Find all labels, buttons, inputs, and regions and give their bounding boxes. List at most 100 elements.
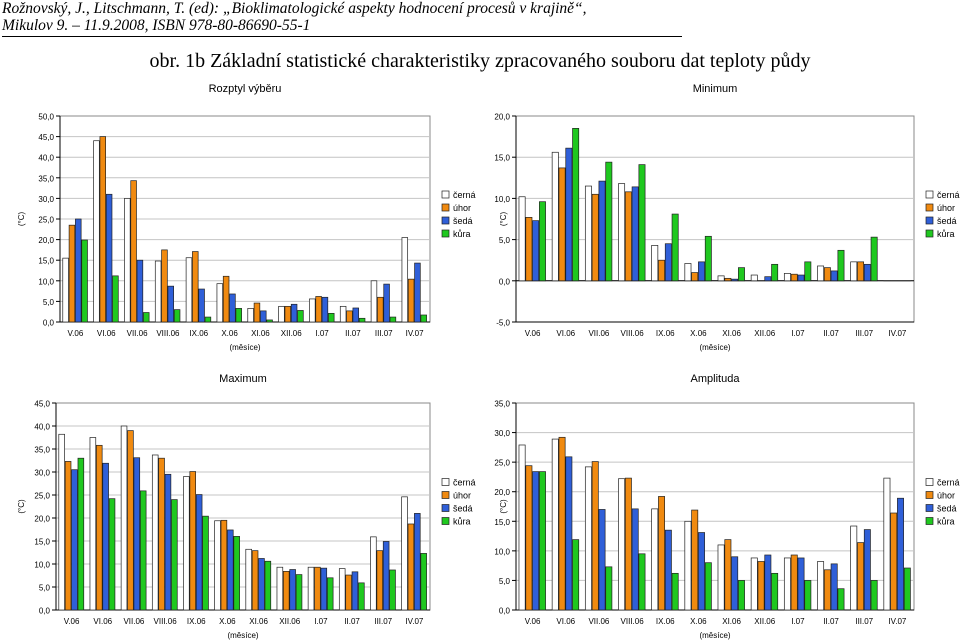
bar-seda-x-06 (227, 529, 234, 611)
bar-uhor-i-07 (790, 273, 798, 282)
x-tick-label: VIII.06 (154, 617, 178, 626)
bar-cerna-xii-06 (750, 274, 758, 282)
bar-seda-v-06 (532, 220, 540, 282)
chart-title: Amplituda (691, 373, 741, 385)
bar-cerna-i-07 (783, 557, 791, 611)
bar-kura-xi-06 (264, 560, 272, 611)
y-tick-label: 20,0 (38, 236, 54, 245)
bar-cerna-vii-06 (584, 466, 592, 611)
x-tick-label: III.07 (855, 329, 873, 338)
bar-cerna-v-06 (518, 196, 526, 282)
bar-uhor-i-07 (315, 296, 322, 323)
y-tick-label: 20,0 (34, 515, 50, 524)
legend-swatch-seda (925, 216, 934, 225)
y-tick-label: 0,0 (43, 319, 55, 328)
legend: černá úhor šedá kůra (925, 190, 960, 239)
legend-swatch-cerna (925, 190, 934, 199)
bar-kura-xii-06 (771, 263, 779, 282)
bar-seda-xi-06 (731, 278, 739, 282)
bar-uhor-ix-06 (658, 496, 665, 611)
bar-seda-iv-07 (414, 513, 421, 611)
citation-header: Rožnovský, J., Litschmann, T. (ed): „Bio… (2, 0, 682, 37)
bar-seda-viii-06 (631, 508, 639, 611)
y-tick-label: 5,0 (43, 298, 55, 307)
bar-seda-x-06 (229, 293, 236, 323)
bar-uhor-v-06 (68, 224, 76, 323)
legend-label-kura: kůra (453, 229, 471, 239)
bar-uhor-xi-06 (724, 277, 732, 282)
legend-label-seda: šedá (453, 504, 473, 514)
bar-cerna-i-07 (307, 566, 315, 611)
bar-kura-ii-07 (358, 317, 366, 323)
bar-kura-x-06 (233, 536, 240, 611)
bar-uhor-vi-06 (558, 436, 566, 611)
bar-kura-viii-06 (171, 499, 178, 611)
y-tick-label: 35,0 (34, 446, 50, 455)
bar-kura-v-06 (539, 471, 546, 611)
y-tick-label: 40,0 (38, 154, 54, 163)
bar-cerna-ii-07 (338, 568, 346, 611)
bar-uhor-vii-06 (591, 461, 599, 611)
bar-kura-iv-07 (420, 314, 427, 323)
bar-seda-vi-06 (565, 456, 573, 611)
legend-label-uhor: úhor (453, 491, 471, 501)
bar-uhor-iv-07 (890, 512, 898, 611)
legend-swatch-seda (925, 504, 934, 512)
bar-cerna-iv-07 (883, 477, 891, 611)
bar-uhor-xi-06 (724, 539, 732, 611)
bar-kura-iv-07 (420, 553, 427, 611)
bar-uhor-viii-06 (158, 457, 165, 611)
bar-uhor-vii-06 (591, 193, 599, 282)
y-tick-label: 15,0 (34, 538, 50, 547)
x-tick-label: XI.06 (249, 617, 268, 626)
bar-uhor-xii-06 (284, 305, 291, 323)
bar-seda-viii-06 (631, 186, 639, 282)
bar-kura-iv-07 (903, 567, 911, 611)
y-tick-label: 10,0 (34, 561, 50, 570)
bar-kura-i-07 (326, 577, 334, 611)
y-tick-label: 40,0 (34, 423, 50, 432)
bar-cerna-xii-06 (276, 566, 284, 611)
x-tick-label: X.06 (690, 329, 707, 338)
bar-seda-xii-06 (764, 276, 772, 282)
x-tick-label: VI.06 (556, 329, 575, 338)
x-tick-label: VI.06 (93, 617, 112, 626)
bar-uhor-iii-07 (377, 296, 384, 323)
bar-seda-i-07 (321, 296, 329, 323)
y-tick-label: 10,0 (38, 277, 54, 286)
x-tick-label: IX.06 (656, 329, 675, 338)
bar-kura-xi-06 (738, 267, 745, 282)
y-tick-label: 45,0 (38, 133, 54, 142)
bar-uhor-v-06 (64, 461, 72, 611)
x-tick-label: II.07 (344, 617, 360, 626)
bar-cerna-ii-07 (817, 265, 825, 282)
chart-minimum: Minimum -5,0 0,0 5,0 10,0 15,0 20,0 V.06 VI.06 VI… (494, 83, 960, 352)
bar-kura-i-07 (804, 580, 812, 611)
legend-swatch-uhor (441, 491, 450, 499)
bar-seda-ii-07 (352, 307, 359, 323)
y-tick-label: 25,0 (38, 216, 54, 225)
bar-cerna-ix-06 (183, 476, 190, 611)
citation-line-1: Rožnovský, J., Litschmann, T. (ed): „Bio… (2, 0, 587, 17)
bar-uhor-iii-07 (376, 550, 383, 611)
x-tick-label: X.06 (219, 617, 236, 626)
bar-cerna-ix-06 (651, 245, 659, 282)
x-tick-label: III.07 (375, 329, 393, 338)
bar-seda-i-07 (797, 274, 805, 282)
y-tick-label: 0,0 (39, 607, 51, 616)
bar-seda-ii-07 (830, 270, 838, 282)
bar-cerna-i-07 (309, 298, 316, 323)
x-tick-label: XII.06 (754, 617, 775, 626)
x-tick-label: IX.06 (189, 329, 208, 338)
bar-seda-xi-06 (260, 310, 267, 323)
bar-uhor-ii-07 (823, 569, 831, 611)
legend-swatch-uhor (925, 203, 934, 212)
x-tick-label: X.06 (690, 617, 707, 626)
bar-seda-ix-06 (195, 494, 203, 611)
bar-cerna-viii-06 (151, 454, 159, 611)
x-tick-label: VIII.06 (621, 617, 645, 626)
bar-uhor-ii-07 (345, 574, 352, 611)
y-tick-label: 5,0 (39, 584, 51, 593)
legend-label-kura: kůra (937, 517, 955, 527)
bar-kura-xii-06 (295, 574, 303, 611)
